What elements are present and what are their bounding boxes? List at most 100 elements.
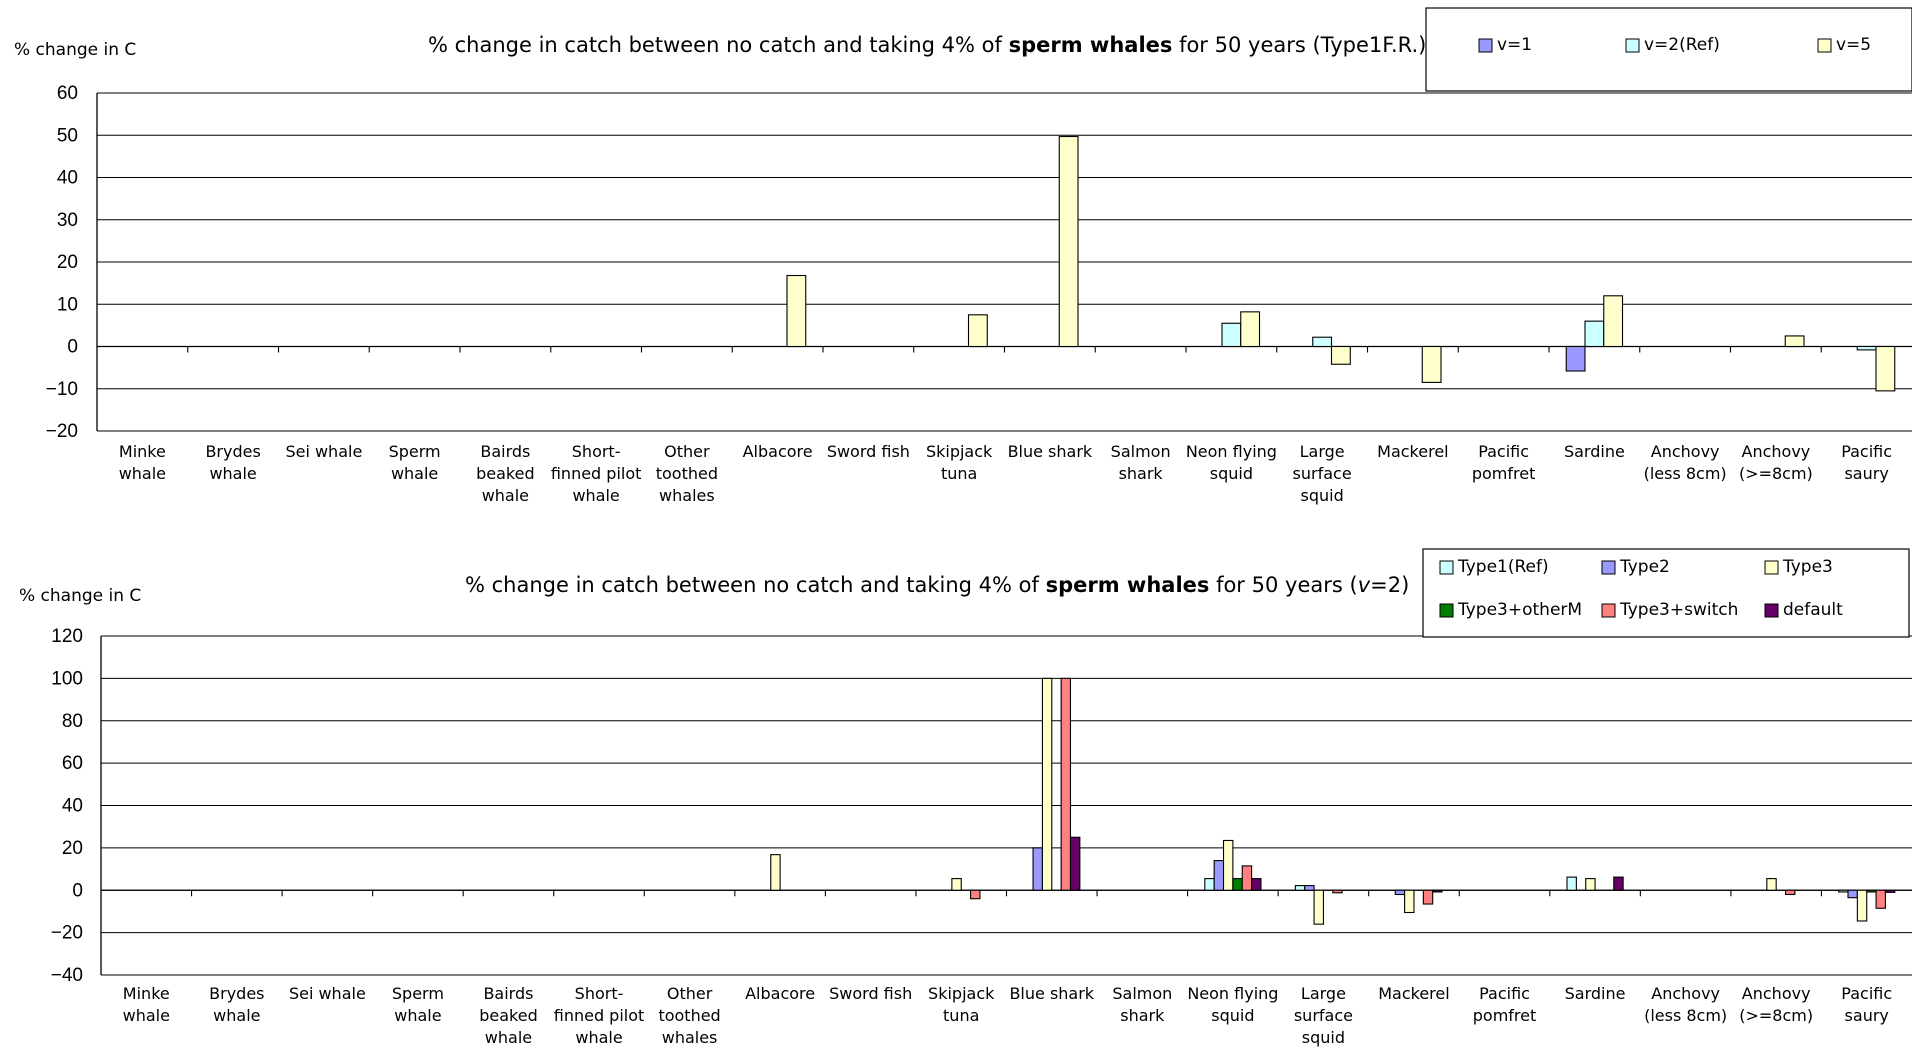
chart-title-part: for 50 years ( (1209, 573, 1357, 597)
category-label-line: squid (1210, 464, 1253, 483)
category-label-line: Salmon (1111, 442, 1171, 461)
category-label: Minke whale (119, 442, 166, 483)
category-label-line: whale (123, 1006, 170, 1025)
category-label: Sword fish (827, 442, 910, 461)
category-label-line: whale (572, 486, 619, 505)
bar (1566, 876, 1577, 891)
category-label-line: (>=8cm) (1739, 1006, 1813, 1025)
category-label: Brydes whale (209, 984, 264, 1025)
category-label: Large surface squid (1293, 442, 1352, 505)
bar (770, 854, 781, 891)
bar (1766, 878, 1777, 891)
legend-swatch (1817, 38, 1832, 53)
bar (1304, 885, 1315, 891)
bar (1585, 878, 1596, 891)
y-tick-label: 60 (57, 83, 78, 104)
legend-label: Type3+switch (1619, 600, 1738, 620)
category-label-line: finned pilot (551, 464, 642, 483)
chart-title-part: v (1358, 573, 1371, 597)
bar (1784, 335, 1805, 348)
category-label-line: Pacific (1478, 442, 1529, 461)
category-label-line: Sperm (392, 984, 444, 1003)
chart-title-part: =2) (1370, 573, 1409, 597)
category-label-line: beaked (479, 1006, 538, 1025)
bar (1856, 345, 1877, 351)
category-label-line: tuna (943, 1006, 979, 1025)
y-axis-label: % change in C (14, 40, 136, 60)
y-tick-label: 40 (62, 796, 83, 817)
category-label-line: whale (482, 486, 529, 505)
category-label: Anchovy (less 8cm) (1644, 984, 1727, 1025)
category-label-line: Pacific (1479, 984, 1530, 1003)
category-label: Large surface squid (1294, 984, 1353, 1047)
bar (1565, 345, 1586, 372)
category-label-line: whale (391, 464, 438, 483)
bar (1240, 311, 1261, 348)
chart-title: % change in catch between no catch and t… (465, 573, 1409, 597)
category-label-line: Mackerel (1377, 442, 1448, 461)
category-label-line: whale (485, 1028, 532, 1047)
category-label-line: Sei whale (289, 984, 366, 1003)
category-label-line: Other (664, 442, 710, 461)
bar (1404, 889, 1415, 914)
bar (1294, 885, 1306, 891)
bar (1313, 889, 1324, 925)
chart-1: −20 −10 0 10 20 30 40 50 60 % change in C % change… (14, 7, 1912, 505)
bar (951, 878, 962, 891)
category-label-line: Blue shark (1009, 984, 1094, 1003)
category-label-line: Neon flying (1186, 442, 1277, 461)
legend-label: Type3+otherM (1457, 600, 1582, 620)
category-label-line: Sword fish (829, 984, 912, 1003)
chart-title-part: for 50 years (Type1F.R.) (1172, 33, 1426, 57)
category-label-line: toothed (658, 1006, 720, 1025)
category-label-line: Blue shark (1008, 442, 1093, 461)
category-label: Sperm whale (392, 984, 444, 1025)
category-label-line: Brydes (205, 442, 260, 461)
bar (1432, 889, 1443, 893)
legend-swatch (1601, 560, 1616, 575)
category-label-line: Minke (123, 984, 170, 1003)
category-label: Sei whale (289, 984, 366, 1003)
legend-swatch (1764, 603, 1779, 618)
legend-swatch (1625, 38, 1640, 53)
category-label-line: whales (662, 1028, 718, 1047)
category-label: Salmon shark (1111, 442, 1171, 483)
category-label-line: (less 8cm) (1644, 464, 1727, 483)
category-label: Salmon shark (1112, 984, 1172, 1025)
category-label: Pacific saury (1841, 984, 1892, 1025)
y-tick-label: 20 (62, 838, 83, 859)
bar (1784, 889, 1796, 896)
category-label-line: Large (1301, 984, 1346, 1003)
bar (1847, 889, 1858, 899)
category-label-line: whale (119, 464, 166, 483)
category-label-line: tuna (941, 464, 977, 483)
y-tick-label: 50 (57, 125, 78, 146)
bar (1394, 889, 1406, 896)
legend-label: v=1 (1497, 35, 1532, 55)
category-label-line: Anchovy (1742, 984, 1811, 1003)
category-label-line: Bairds (480, 442, 530, 461)
category-label: Sardine (1565, 984, 1626, 1003)
y-tick-label: 0 (72, 880, 83, 901)
category-label-line: squid (1302, 1028, 1345, 1047)
category-label: Minke whale (123, 984, 170, 1025)
category-label-line: beaked (476, 464, 535, 483)
category-label: Mackerel (1377, 442, 1448, 461)
category-label: Sei whale (285, 442, 362, 461)
category-label-line: whale (213, 1006, 260, 1025)
category-label-line: shark (1119, 464, 1164, 483)
category-label: Albacore (745, 984, 815, 1003)
category-label-line: surface (1293, 464, 1352, 483)
category-label: Short-finned pilot whale (551, 442, 642, 505)
bar (1330, 345, 1351, 365)
bar (1421, 345, 1442, 383)
category-label: Neon flying squid (1186, 442, 1277, 483)
bar (786, 274, 807, 348)
category-label: Other toothed whales (656, 442, 718, 505)
bar (1032, 847, 1043, 891)
category-label-line: Mackerel (1378, 984, 1449, 1003)
category-label: Skipjack tuna (926, 442, 993, 483)
category-label-line: Large (1300, 442, 1345, 461)
category-label: Neon flying squid (1187, 984, 1278, 1025)
y-tick-label: 80 (62, 711, 83, 732)
